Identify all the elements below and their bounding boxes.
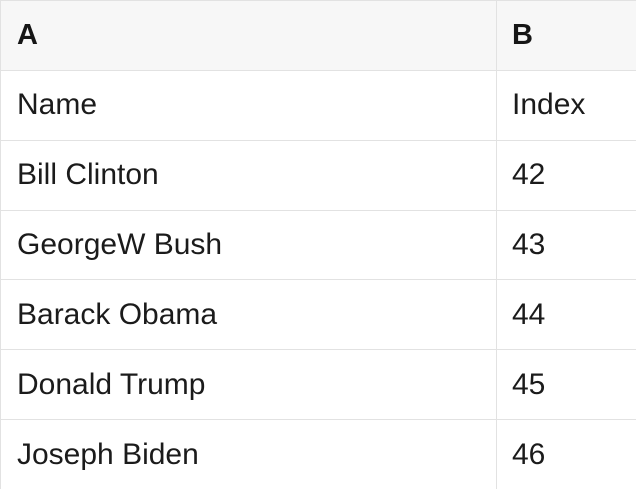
column-header-row: A B <box>1 1 636 71</box>
cell-b2[interactable]: 42 <box>512 158 546 192</box>
table-row: Donald Trump 45 <box>1 350 636 421</box>
cell-a6[interactable]: Joseph Biden <box>1 420 497 489</box>
table-row: Name Index <box>1 70 636 141</box>
column-header-b[interactable]: B <box>497 1 636 70</box>
cell-b1[interactable]: Index <box>512 88 586 122</box>
table-row: GeorgeW Bush 43 <box>1 210 636 281</box>
cell-a2[interactable]: Bill Clinton <box>1 140 497 210</box>
cell-a3[interactable]: GeorgeW Bush <box>1 210 497 280</box>
column-header-a[interactable]: A <box>1 1 497 70</box>
cell-a5[interactable]: Donald Trump <box>1 350 497 420</box>
cell-a1[interactable]: Name <box>1 70 497 140</box>
cell-b3[interactable]: 43 <box>512 228 546 261</box>
cell-b4[interactable]: 44 <box>512 297 546 331</box>
cell-a4[interactable]: Barack Obama <box>1 280 497 350</box>
table-row: Barack Obama 44 <box>1 280 636 351</box>
cell-b6[interactable]: 46 <box>512 437 546 471</box>
table-row: Joseph Biden 46 <box>1 420 636 489</box>
column-header-a-label: A <box>17 18 38 51</box>
cell-b5[interactable]: 45 <box>512 367 546 401</box>
table-row: Bill Clinton 42 <box>1 140 636 211</box>
column-header-b-label: B <box>512 18 533 51</box>
